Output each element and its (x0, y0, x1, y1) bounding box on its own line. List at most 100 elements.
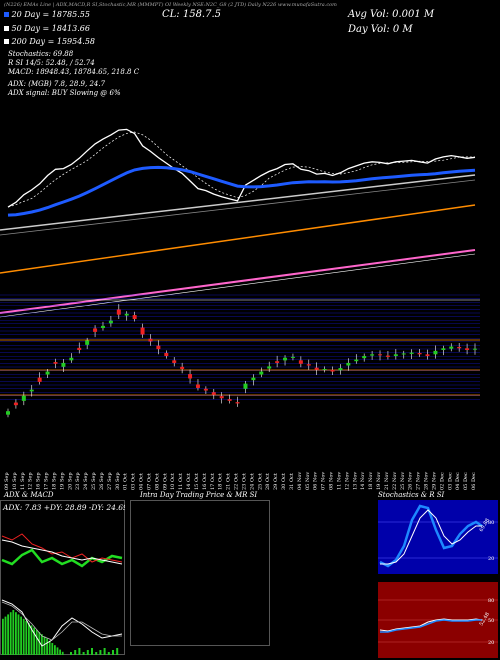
candle-body (290, 356, 295, 358)
date-label: 23 Oct (241, 473, 247, 490)
date-label: 09 Sep (4, 472, 10, 490)
date-label: 31 Oct (289, 473, 295, 490)
stoch-label-80: 80 (488, 520, 494, 526)
plus-di-line (1, 548, 123, 568)
candle-body (298, 360, 303, 364)
close-label: CL: 158.7.5 (162, 9, 222, 20)
ema50-swatch (4, 26, 9, 31)
stoch-k-line (379, 504, 483, 568)
macd-hist-bar (86, 650, 89, 655)
candle-body (393, 354, 398, 357)
candle-body (69, 357, 74, 361)
candle-body (203, 388, 208, 391)
macd-hist-bar (103, 648, 106, 655)
stoch-label-20: 20 (488, 556, 494, 562)
date-label: 25 Oct (257, 473, 263, 490)
date-label: 21 Nov (384, 472, 390, 490)
date-label: 13 Nov (352, 472, 358, 490)
macd-hist-bar (51, 643, 54, 655)
candle-body (188, 374, 193, 379)
macd-hist-bar (41, 634, 43, 655)
candle-body (378, 354, 383, 356)
date-label: 19 Nov (376, 472, 382, 490)
macd-hist-bar (59, 649, 61, 655)
macd-hist-bar (2, 618, 4, 655)
ema50-text: 50 Day = 18413.66 (11, 24, 90, 33)
date-label: 18 Sep (51, 472, 57, 490)
rsi-label-80: 80 (488, 598, 494, 604)
macd-hist-bar (17, 614, 20, 655)
ema50-legend: 50 Day = 18413.66 (4, 24, 90, 33)
candle-body (401, 353, 406, 355)
date-label: 06 Nov (313, 472, 319, 490)
date-label: 25 Sep (91, 472, 97, 490)
candle-body (108, 320, 113, 324)
date-label: 03 Dec (447, 472, 453, 490)
ema20-swatch (4, 12, 9, 17)
candle-body (116, 309, 121, 315)
date-label: 22 Nov (392, 472, 398, 490)
ema200-text: 200 Day = 15954.58 (11, 37, 96, 46)
candle-body (251, 377, 256, 381)
candle-body (235, 402, 240, 404)
candle-body (283, 357, 288, 361)
candle-body (449, 346, 454, 349)
macd-hist-bar (9, 612, 12, 655)
date-label: 17 Sep (44, 472, 50, 490)
date-label: 02 Dec (439, 472, 445, 490)
candle-body (156, 345, 161, 350)
avg-vol-label: Avg Vol: 0.001 M (348, 9, 435, 20)
macd-hist-bar (116, 648, 119, 655)
date-label: 05 Dec (463, 472, 469, 490)
ema50-band (0, 179, 476, 236)
ema200-legend: 200 Day = 15954.58 (4, 37, 95, 46)
date-label: 18 Nov (368, 472, 374, 490)
candle-body (172, 360, 177, 363)
candle-body (21, 395, 26, 401)
candle-body (93, 328, 98, 332)
candle-body (275, 361, 280, 363)
stoch-rsi-panel: 80 20 69.88 80 50 20 52.48 (378, 500, 498, 658)
date-label: 03 Oct (131, 473, 137, 490)
day-vol-label: Day Vol: 0 M (348, 24, 413, 35)
candle-body (195, 384, 200, 388)
candle-body (465, 348, 470, 350)
ema20-line (7, 165, 476, 217)
date-label: 16 Sep (36, 472, 42, 490)
macd-hist-bar (22, 618, 25, 655)
candle-body (45, 371, 50, 375)
adx-readout: ADX: (MGB) 7.8, 28.9, 24.7 (8, 80, 106, 88)
macd-hist-bar (95, 652, 98, 655)
candle-body (433, 350, 438, 355)
date-label: 28 Nov (424, 472, 430, 490)
macd-hist-bar (12, 610, 15, 655)
date-label: 08 Oct (154, 473, 160, 490)
macd-hist-bar (54, 645, 56, 655)
date-label: 26 Sep (99, 472, 105, 490)
macd-hist-bar (70, 652, 72, 655)
ema200-band (0, 253, 476, 318)
candle-body (338, 368, 343, 371)
candle-body (354, 359, 359, 362)
adx-panel-title: ADX & MACD (4, 491, 54, 499)
price-chart: 09 Sep 10 Sep 11 Sep 12 Sep 16 Sep 17 Sep 18 S… (0, 128, 480, 490)
macd-hist-bar (82, 652, 85, 655)
candle-body (417, 353, 422, 355)
macd-hist-bar (38, 632, 41, 655)
intraday-panel-frame (130, 500, 270, 646)
date-label: 17 Oct (210, 473, 216, 490)
date-label: 01 Oct (123, 473, 129, 490)
date-label: 04 Dec (455, 472, 461, 490)
macd-hist-bar (61, 651, 64, 655)
candle-body (362, 356, 367, 359)
macd-hist-bar (20, 616, 22, 655)
macd-hist-bar (43, 636, 46, 655)
candle-body (385, 355, 390, 357)
candle-body (473, 348, 477, 350)
date-label: 06 Dec (471, 472, 477, 490)
date-label: 30 Sep (115, 472, 121, 490)
candle-body (37, 377, 42, 382)
date-label: 04 Oct (139, 473, 145, 490)
date-label: 24 Oct (249, 473, 255, 490)
candle-body (13, 402, 18, 406)
